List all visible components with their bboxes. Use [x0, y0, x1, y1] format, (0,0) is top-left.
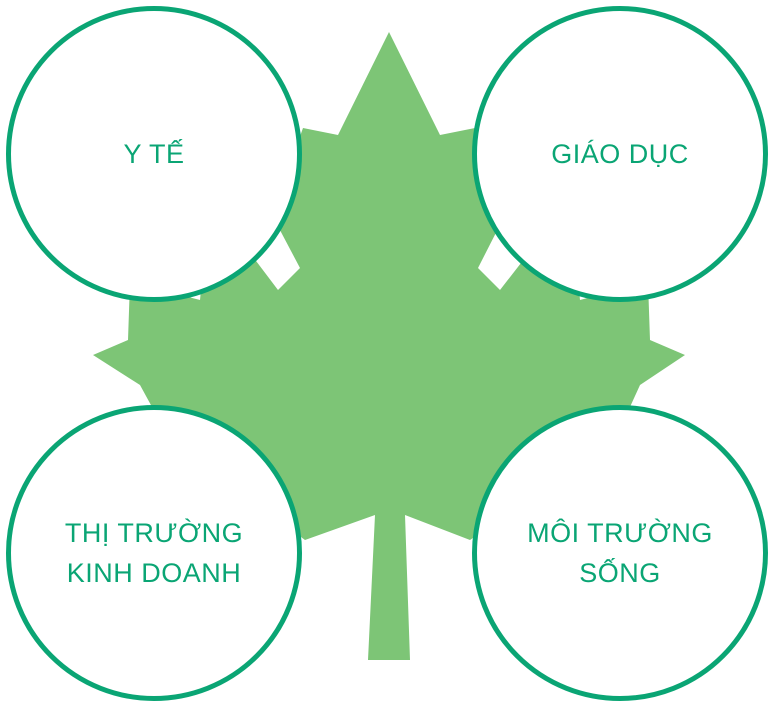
- topic-label-line1: GIÁO DỤC: [551, 139, 689, 169]
- topic-label-line1: THỊ TRƯỜNG: [64, 518, 244, 548]
- topic-label: GIÁO DỤC: [551, 134, 689, 174]
- topic-label-line2: SỐNG: [579, 558, 661, 588]
- topic-label: Y TẾ: [123, 134, 184, 174]
- topic-label-line1: Y TẾ: [123, 139, 185, 169]
- maple-leaf-shape: [93, 32, 685, 660]
- topic-circle-education: GIÁO DỤC: [472, 6, 768, 302]
- topic-circle-living-environment: MÔI TRƯỜNG SỐNG: [472, 405, 768, 701]
- topic-label: THỊ TRƯỜNG KINH DOANH: [65, 513, 243, 593]
- topic-label-line2: KINH DOANH: [66, 558, 242, 588]
- topic-label-line1: MÔI TRƯỜNG: [527, 518, 713, 548]
- topic-circle-business-market: THỊ TRƯỜNG KINH DOANH: [6, 405, 302, 701]
- topic-circle-health: Y TẾ: [6, 6, 302, 302]
- topic-label: MÔI TRƯỜNG SỐNG: [527, 513, 713, 593]
